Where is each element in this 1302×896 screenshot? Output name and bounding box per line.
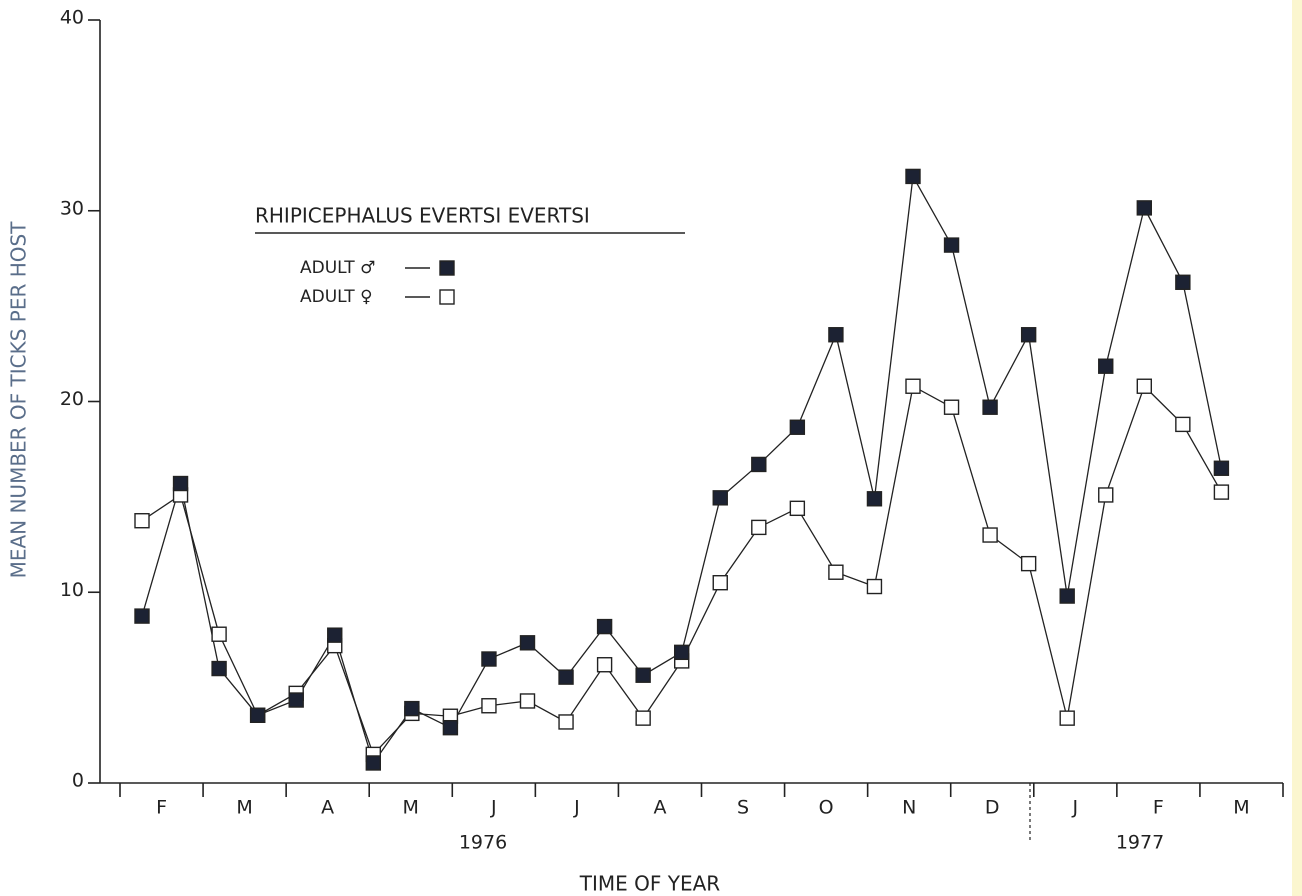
legend-label: ADULT ♂: [300, 258, 375, 278]
data-point: [866, 578, 883, 595]
x-tick-label: M: [403, 797, 419, 819]
data-point: [596, 657, 613, 673]
data-point: [1213, 460, 1230, 476]
data-point: [1059, 710, 1075, 726]
page-edge: [1292, 0, 1302, 896]
data-point: [211, 626, 227, 642]
data-point: [982, 399, 998, 415]
x-tick-label: O: [819, 797, 834, 819]
data-point: [481, 698, 497, 714]
series-line: [141, 385, 1222, 756]
y-tick-label: 40: [60, 7, 84, 29]
y-axis-title: MEAN NUMBER OF TICKS PER HOST: [7, 221, 31, 579]
legend-swatch: [439, 260, 455, 276]
x-tick-label: D: [985, 797, 1000, 819]
data-point: [905, 378, 921, 394]
x-axis-title: TIME OF YEAR: [579, 872, 721, 896]
data-point: [828, 327, 844, 343]
legend-title: RHIPICEPHALUS EVERTSI EVERTSI: [255, 204, 590, 228]
data-point: [519, 693, 536, 709]
year-label: 1976: [459, 832, 507, 854]
data-point: [1175, 416, 1191, 433]
x-tick-label: F: [1153, 797, 1164, 819]
data-point: [172, 475, 189, 492]
x-tick-label: A: [321, 797, 334, 819]
x-tick-label: S: [737, 797, 749, 819]
data-point: [712, 490, 728, 506]
data-point: [982, 527, 998, 543]
data-point: [404, 700, 420, 717]
data-point: [1175, 274, 1191, 290]
x-tick-label: M: [236, 797, 252, 819]
data-point: [1098, 487, 1114, 503]
data-point: [558, 714, 574, 730]
data-point: [442, 719, 459, 736]
data-point: [789, 419, 806, 435]
data-point: [943, 237, 960, 253]
x-tick-label: M: [1233, 797, 1249, 819]
data-point: [481, 651, 497, 667]
data-point: [134, 608, 150, 624]
y-tick-label: 0: [72, 770, 84, 792]
data-point: [1020, 555, 1037, 572]
data-point: [288, 692, 304, 708]
data-point: [1098, 358, 1114, 374]
data-point: [905, 168, 921, 185]
data-point: [866, 491, 883, 507]
y-tick-label: 30: [60, 197, 84, 219]
year-label: 1977: [1116, 832, 1164, 854]
x-tick-label: J: [490, 797, 497, 819]
data-point: [1136, 378, 1153, 394]
data-point: [596, 618, 613, 635]
y-tick-label: 10: [60, 579, 84, 601]
data-point: [365, 755, 381, 771]
data-point: [828, 564, 844, 580]
x-tick-label: J: [573, 797, 580, 819]
data-point: [751, 456, 767, 473]
x-tick-label: F: [156, 797, 167, 819]
data-point: [635, 667, 651, 683]
data-point: [712, 575, 728, 591]
data-point: [1059, 588, 1075, 604]
data-point: [134, 513, 150, 529]
data-point: [519, 635, 536, 651]
data-point: [635, 710, 651, 726]
x-tick-label: N: [902, 797, 916, 819]
data-point: [558, 669, 574, 685]
data-point: [249, 707, 266, 723]
data-point: [211, 660, 227, 677]
data-point: [943, 399, 960, 415]
data-point: [1136, 200, 1153, 216]
data-point: [327, 627, 343, 643]
data-point: [1213, 484, 1230, 500]
data-point: [1020, 327, 1037, 343]
legend-swatch: [439, 289, 455, 305]
data-point: [789, 500, 806, 517]
data-point: [674, 644, 690, 661]
data-point: [751, 519, 767, 536]
legend-label: ADULT ♀: [300, 287, 373, 307]
x-tick-label: A: [653, 797, 666, 819]
y-tick-label: 20: [60, 388, 84, 410]
x-tick-label: J: [1072, 797, 1079, 819]
